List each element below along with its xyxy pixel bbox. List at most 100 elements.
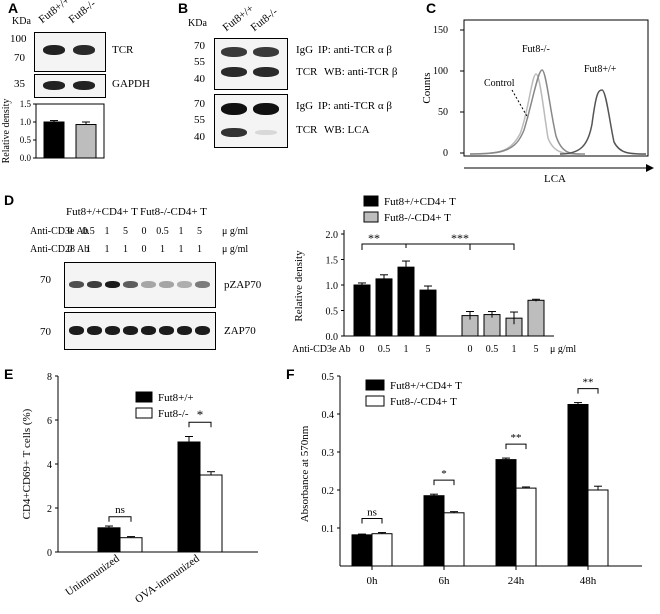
row-cd3-unit-d: μ g/ml bbox=[550, 344, 576, 354]
marker-40-b-top: 40 bbox=[194, 73, 205, 85]
y-tick-label-d: 1.0 bbox=[326, 281, 339, 292]
panel-letter-b: B bbox=[178, 0, 189, 16]
lane-label-wt-b: Fut8+/+ bbox=[220, 2, 257, 35]
lane-cd3-value-d: 5 bbox=[123, 226, 128, 237]
y-tick-c-150: 150 bbox=[433, 25, 448, 36]
bar-a bbox=[75, 124, 97, 159]
label-igg-b-bot: IgG bbox=[296, 100, 314, 112]
control-pointer-c bbox=[511, 89, 529, 119]
lane-cd28-value-d: 1 bbox=[179, 244, 184, 255]
blot-tcr-a bbox=[34, 32, 106, 72]
pzap70-band bbox=[69, 281, 84, 288]
blot-zap70-d bbox=[64, 312, 216, 350]
y-label-f: Absorbance at 570nm bbox=[299, 425, 311, 522]
x-label-c: LCA bbox=[544, 173, 566, 184]
chart-f: 0.1 0.2 0.3 0.4 0.5 Absorbance at 570nm Fut8+/… bbox=[299, 372, 642, 587]
y-tick-label-d: 0.0 bbox=[326, 332, 339, 343]
row-cd3-value-d: 0.5 bbox=[486, 344, 499, 354]
sig-bracket-f bbox=[433, 479, 455, 486]
row-cd3-value-d: 5 bbox=[534, 344, 539, 354]
x-category-label-f: 24h bbox=[508, 575, 525, 587]
row-cd28-d: Anti-CD28 Ab bbox=[30, 244, 90, 255]
bar-f bbox=[495, 459, 517, 567]
panel-letter-a: A bbox=[8, 0, 19, 16]
y-tick-label-f: 0.1 bbox=[322, 524, 335, 535]
marker-55-b-top: 55 bbox=[194, 56, 205, 68]
curve-ko-c bbox=[469, 69, 586, 155]
lane-cd3-value-d: 0.5 bbox=[82, 226, 95, 237]
pzap70-band bbox=[159, 281, 174, 288]
marker-pzap-d: 70 bbox=[40, 274, 51, 286]
y-tick-label-d: 1.5 bbox=[326, 256, 339, 267]
legend-label-wt-e: Fut8+/+ bbox=[158, 392, 194, 404]
bar-f bbox=[351, 534, 373, 567]
panel-letter-f: F bbox=[286, 366, 295, 382]
marker-zap-d: 70 bbox=[40, 326, 51, 338]
y-tick-label-d: 0.5 bbox=[326, 307, 339, 318]
bar-e bbox=[199, 474, 223, 553]
bar-f bbox=[443, 512, 465, 567]
bar-f bbox=[423, 495, 445, 567]
y-tick-label-f: 0.2 bbox=[322, 486, 335, 497]
y-tick-label-a: 1.0 bbox=[20, 117, 32, 127]
lane-cd3-value-d: 0.5 bbox=[156, 226, 169, 237]
bar-e bbox=[119, 537, 143, 553]
label-wb-b-top: WB: anti-TCR β bbox=[324, 66, 398, 78]
y-tick-label-a: 0.5 bbox=[20, 135, 32, 145]
legend-label-ko-d: Fut8-/-CD4+ T bbox=[384, 212, 451, 224]
bar-e bbox=[177, 441, 201, 553]
legend-label-ko-f: Fut8-/-CD4+ T bbox=[390, 396, 457, 408]
zap70-band bbox=[87, 326, 102, 335]
sig-bracket-f bbox=[505, 443, 527, 450]
pzap70-band bbox=[177, 281, 192, 288]
lane-cd3-value-d: 0 bbox=[142, 226, 147, 237]
kda-label-b: KDa bbox=[188, 18, 207, 29]
curve-wt-c bbox=[559, 89, 647, 155]
lane-cd28-value-d: 1 bbox=[123, 244, 128, 255]
zap70-band bbox=[195, 326, 210, 335]
marker-40-b-bot: 40 bbox=[194, 131, 205, 143]
y-tick-label-a: 1.5 bbox=[20, 99, 32, 109]
row-cd3-d: Anti-CD3e Ab bbox=[30, 226, 89, 237]
chart-d-density: Fut8+/+CD4+ T Fut8-/-CD4+ T 0.0 0.5 1.0 1.5 2.… bbox=[292, 195, 576, 354]
y-tick-label-a: 0.0 bbox=[20, 153, 32, 163]
kda-label-a: KDa bbox=[12, 16, 31, 27]
x-category-label-e: Unimmunized bbox=[63, 552, 122, 598]
bar-d bbox=[375, 278, 393, 337]
unit-cd28-d: μ g/ml bbox=[222, 244, 249, 255]
bar-f bbox=[515, 487, 537, 567]
zap70-band bbox=[69, 326, 84, 335]
y-tick-label-e: 2 bbox=[47, 504, 52, 515]
legend-label-ko-e: Fut8-/- bbox=[158, 408, 189, 420]
row-cd3-value-d: 0 bbox=[468, 344, 473, 354]
sig-label-f: ** bbox=[511, 432, 522, 444]
row-cd3-value-d: 0 bbox=[360, 344, 365, 354]
sig-label-f: * bbox=[441, 468, 447, 480]
y-tick-label-e: 6 bbox=[47, 416, 52, 427]
label-tcr-a: TCR bbox=[112, 44, 134, 56]
panel-letter-e: E bbox=[4, 366, 14, 382]
legend-swatch-wt-d bbox=[363, 195, 379, 207]
row-cd3-value-d: 1 bbox=[404, 344, 409, 354]
legend-swatch-ko-f bbox=[365, 395, 385, 407]
y-tick-label-d: 2.0 bbox=[326, 230, 339, 241]
label-control-c: Control bbox=[484, 78, 515, 89]
y-tick-label-e: 8 bbox=[47, 372, 52, 383]
label-ip-b-top: IP: anti-TCR α β bbox=[318, 44, 392, 56]
y-label-c: Counts bbox=[421, 72, 433, 103]
label-wt-c: Fut8+/+ bbox=[584, 64, 617, 75]
lane-value-grid-d: 0 0.5 1 5 0 0.5 1 5 0 1 1 1 0 1 1 1 bbox=[68, 226, 203, 255]
legend-swatch-ko-e bbox=[135, 407, 153, 419]
label-pzap-d: pZAP70 bbox=[224, 279, 262, 291]
curve-control-c bbox=[469, 73, 581, 155]
chart-e: 0 2 4 6 8 CD4+CD69+ T cells (%) Fut8+/+ Fut8-/-… bbox=[21, 372, 258, 606]
bar-d bbox=[397, 266, 415, 337]
y-tick-c-100: 100 bbox=[433, 66, 448, 77]
group-ko-d: Fut8-/-CD4+ T bbox=[140, 206, 207, 218]
panel-letter-c: C bbox=[426, 0, 437, 16]
lane-cd3-value-d: 0 bbox=[68, 226, 73, 237]
label-tcr-b-top: TCR bbox=[296, 66, 318, 78]
sig-label-star-e: * bbox=[197, 407, 204, 422]
sig-bracket-ns-e bbox=[108, 516, 132, 522]
zap70-band bbox=[177, 326, 192, 335]
